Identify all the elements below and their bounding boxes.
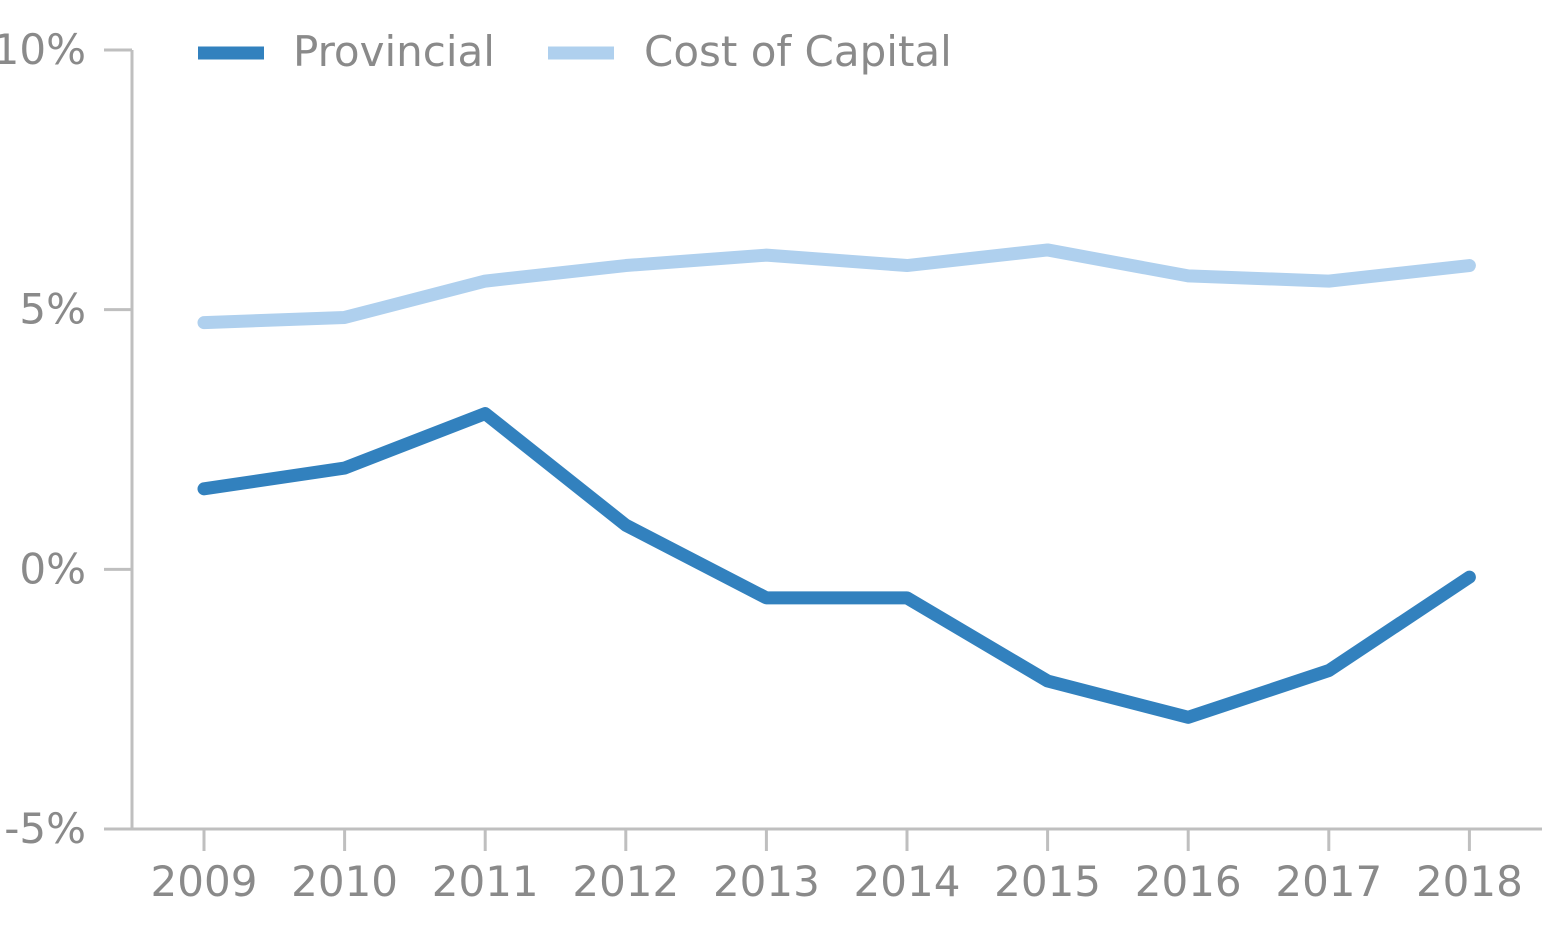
x-tick-label: 2013 — [713, 857, 820, 906]
x-tick-label: 2017 — [1275, 857, 1382, 906]
y-tick-label: 10% — [0, 25, 86, 74]
x-tick-label: 2011 — [432, 857, 539, 906]
x-tick-label: 2015 — [994, 857, 1101, 906]
series-line-provincial — [197, 407, 1476, 724]
axes — [130, 50, 1542, 831]
legend-label-provincial: Provincial — [293, 27, 495, 76]
y-tick-label: -5% — [4, 804, 86, 853]
x-tick-label: 2018 — [1416, 857, 1523, 906]
x-tick-label: 2009 — [151, 857, 258, 906]
y-tick-label: 0% — [19, 544, 86, 593]
x-tick-label: 2016 — [1135, 857, 1242, 906]
y-tick-label: 5% — [19, 285, 86, 334]
x-tick-label: 2012 — [572, 857, 679, 906]
series-line-cost-of-capital — [197, 243, 1476, 330]
y-axis-ticks: 10% 5% 0% -5% — [0, 25, 132, 853]
x-tick-label: 2014 — [854, 857, 961, 906]
x-axis-ticks: 2009 2010 2011 2012 2013 2014 2015 2016 2017 2018 — [151, 829, 1523, 906]
legend: Provincial Cost of Capital — [198, 27, 952, 76]
series-layer — [197, 243, 1476, 724]
legend-label-cost-of-capital: Cost of Capital — [644, 27, 952, 76]
x-tick-label: 2010 — [291, 857, 398, 906]
